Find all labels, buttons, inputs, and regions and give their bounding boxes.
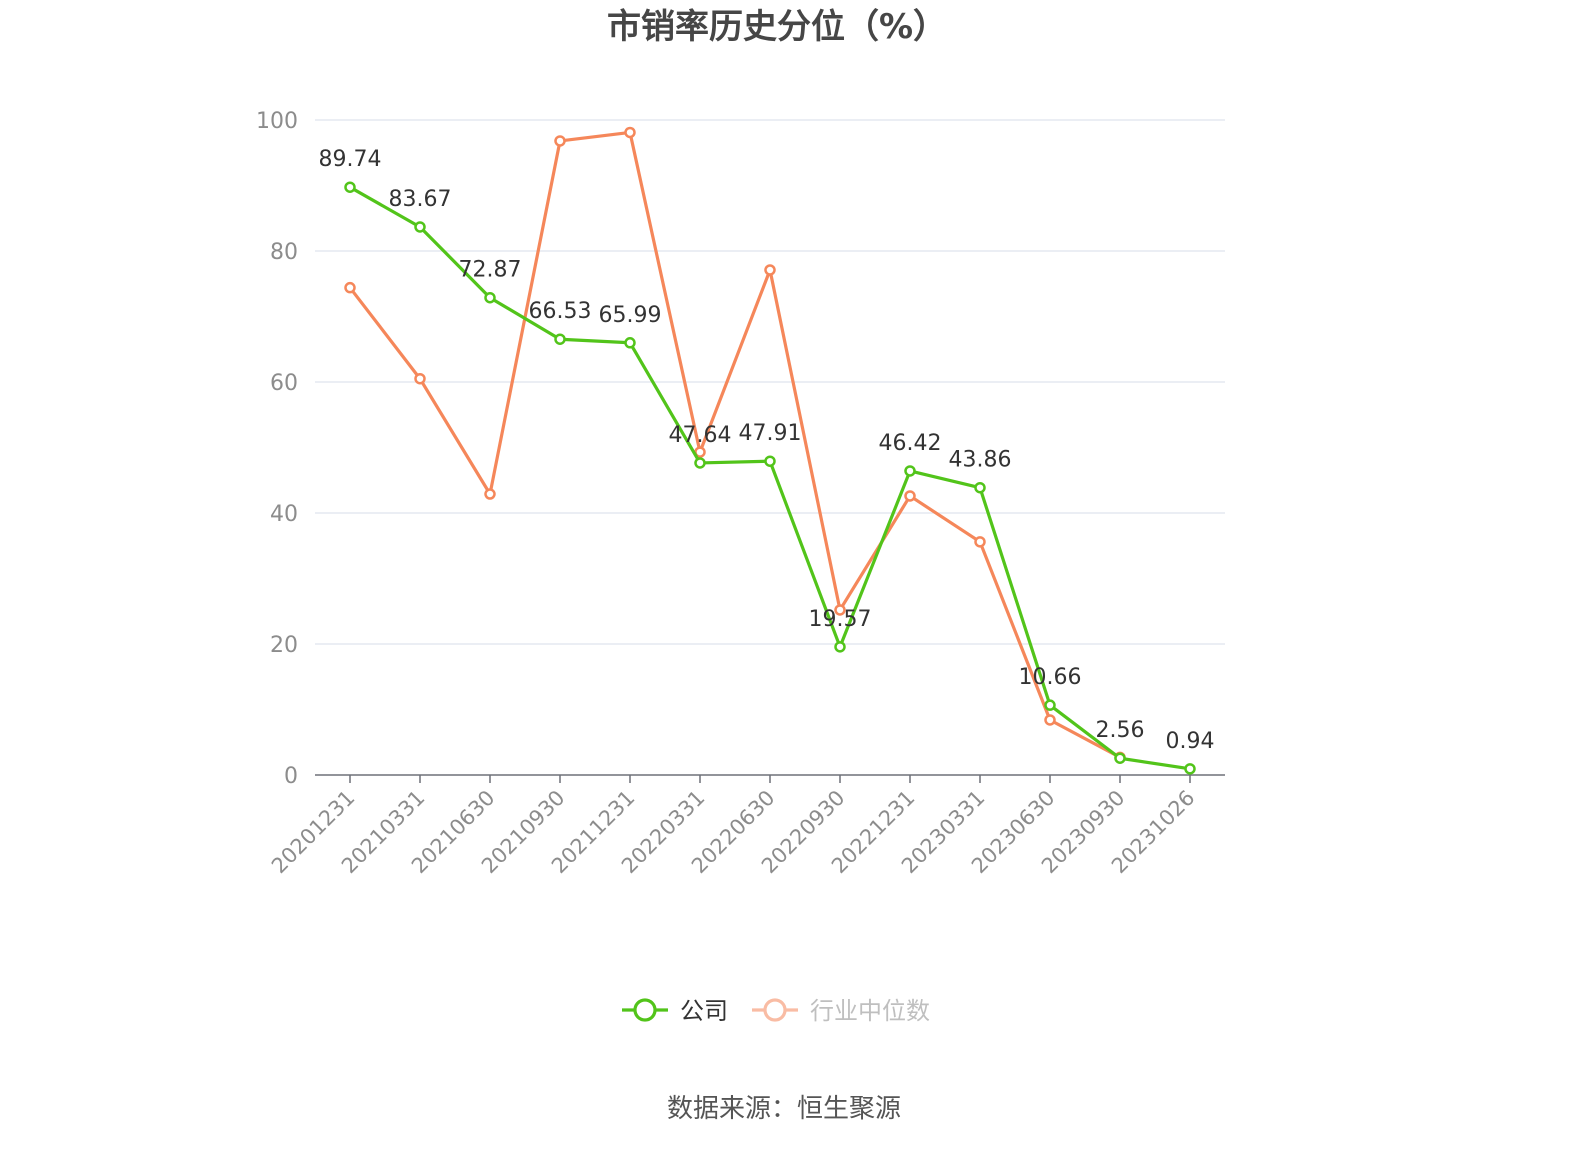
y-tick-label: 40: [270, 502, 298, 527]
data-label: 72.87: [459, 258, 522, 283]
data-label: 89.74: [319, 147, 382, 172]
series-point-1[interactable]: [414, 372, 426, 385]
chart-title: 市销率历史分位（%）: [607, 7, 947, 47]
legend-item-1[interactable]: 行业中位数: [752, 997, 930, 1025]
series-layer: [344, 126, 1196, 775]
source-text: 数据来源：恒生聚源: [667, 1094, 901, 1124]
legend-marker: [633, 998, 657, 1022]
series-point-1[interactable]: [904, 490, 916, 502]
series-point-1[interactable]: [554, 135, 566, 147]
data-label: 0.94: [1166, 729, 1215, 754]
data-label: 46.42: [879, 431, 942, 456]
y-tick-label: 20: [270, 633, 298, 658]
series-point-1[interactable]: [1044, 714, 1056, 726]
series-point-0[interactable]: [484, 291, 496, 304]
data-label: 2.56: [1096, 718, 1145, 743]
series-point-0[interactable]: [1044, 699, 1056, 711]
data-label: 10.66: [1019, 665, 1082, 690]
series-point-1[interactable]: [764, 264, 776, 276]
legend-label: 行业中位数: [810, 997, 930, 1025]
series-point-0[interactable]: [904, 465, 916, 477]
legend-item-0[interactable]: 公司: [622, 997, 728, 1025]
y-tick-label: 0: [284, 764, 298, 789]
y-tick-label: 60: [270, 371, 298, 396]
y-axis-ticks: 0 20 40 60 80 100: [256, 109, 298, 789]
legend-marker: [763, 998, 787, 1022]
series-point-1[interactable]: [344, 281, 356, 294]
legend-label: 公司: [680, 997, 728, 1025]
series-point-1[interactable]: [834, 604, 846, 616]
data-label: 43.86: [949, 448, 1012, 473]
data-label: 47.64: [669, 423, 732, 448]
data-label: 19.57: [809, 607, 872, 632]
data-label: 47.91: [739, 421, 802, 446]
y-tick-label: 100: [256, 109, 298, 134]
data-label: 83.67: [389, 187, 452, 212]
series-point-0[interactable]: [414, 221, 426, 233]
series-point-0[interactable]: [834, 641, 846, 653]
series-point-0[interactable]: [1184, 763, 1196, 775]
series-point-0[interactable]: [554, 333, 566, 345]
series-point-0[interactable]: [974, 481, 986, 494]
series-point-1[interactable]: [484, 488, 496, 500]
series-point-0[interactable]: [1114, 752, 1126, 764]
grid-lines: [315, 119, 1225, 645]
series-point-0[interactable]: [344, 181, 356, 193]
series-point-0[interactable]: [624, 337, 636, 349]
series-point-0[interactable]: [764, 455, 776, 467]
series-line-1: [348, 130, 1121, 759]
series-point-1[interactable]: [624, 126, 636, 139]
data-label: 66.53: [529, 299, 592, 324]
legend[interactable]: 公司 行业中位数: [622, 997, 930, 1025]
series-point-0[interactable]: [694, 457, 706, 469]
series-point-1[interactable]: [974, 536, 986, 548]
data-labels: 89.74 83.67 72.87 66.53 65.99 47.64 47.91 19.57…: [319, 147, 1215, 754]
data-label: 65.99: [599, 303, 662, 328]
y-tick-label: 80: [270, 240, 298, 265]
x-axis: 2020123120210331202106302021093020211231…: [267, 774, 1225, 878]
